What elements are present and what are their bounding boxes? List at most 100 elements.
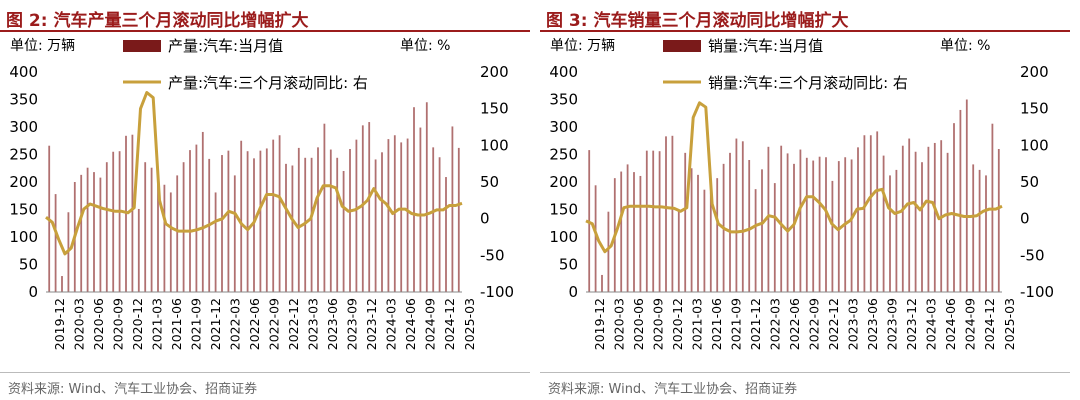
bar bbox=[863, 135, 866, 292]
bar bbox=[137, 208, 140, 292]
bar bbox=[227, 150, 230, 292]
y2-tick-label: -100 bbox=[1020, 283, 1054, 301]
y2-tick-label: 150 bbox=[480, 100, 509, 118]
y2-tick-label: 50 bbox=[1020, 173, 1039, 191]
bar bbox=[914, 151, 917, 292]
bar bbox=[748, 160, 751, 292]
y2-tick-label: 100 bbox=[480, 136, 509, 154]
x-tick-label: 2022-06 bbox=[787, 298, 802, 350]
x-tick-label: 2022-03 bbox=[228, 298, 243, 350]
x-tick-label: 2024-12 bbox=[442, 298, 457, 350]
x-tick-label: 2022-06 bbox=[247, 298, 262, 350]
bar bbox=[978, 169, 981, 292]
y2-tick-label: 50 bbox=[480, 173, 499, 191]
bar bbox=[876, 131, 879, 292]
bar bbox=[425, 102, 428, 292]
bar bbox=[310, 157, 313, 292]
bar bbox=[735, 138, 738, 292]
bar bbox=[189, 150, 191, 292]
bar bbox=[457, 147, 460, 292]
source-note: 资料来源: Wind、汽车工业协会、招商证券 bbox=[548, 382, 798, 397]
x-tick-label: 2024-09 bbox=[423, 298, 438, 350]
bar bbox=[163, 184, 166, 292]
bar bbox=[438, 157, 441, 292]
bar bbox=[780, 145, 783, 292]
bar bbox=[246, 151, 249, 292]
bar bbox=[336, 157, 339, 292]
y2-tick-label: 200 bbox=[480, 63, 509, 81]
bar bbox=[176, 175, 179, 292]
bar bbox=[626, 164, 629, 292]
bar bbox=[432, 147, 435, 292]
bar bbox=[118, 151, 121, 292]
chart-panel-production: 图 2: 汽车产量三个月滚动同比增幅扩大 单位: 万辆 单位: % 产量:汽车:当月… bbox=[0, 11, 530, 397]
bar bbox=[105, 162, 108, 292]
y-tick-label: 150 bbox=[9, 201, 38, 219]
bar bbox=[233, 175, 236, 292]
bar bbox=[265, 148, 268, 292]
bar bbox=[157, 179, 159, 292]
y2-tick-label: -50 bbox=[480, 246, 505, 264]
bar bbox=[697, 174, 699, 292]
x-tick-label: 2021-03 bbox=[690, 298, 705, 350]
bar bbox=[773, 183, 776, 292]
bar bbox=[901, 145, 904, 292]
y-tick-label: 200 bbox=[9, 173, 38, 191]
legend-line-label: 销量:汽车:三个月滚动同比: 右 bbox=[708, 74, 908, 92]
bar bbox=[933, 142, 936, 292]
y-tick-label: 50 bbox=[559, 256, 578, 274]
bar bbox=[451, 126, 454, 292]
bar bbox=[645, 150, 648, 292]
bar bbox=[400, 142, 403, 292]
bar bbox=[355, 139, 358, 292]
bar bbox=[972, 164, 975, 292]
bar bbox=[754, 189, 757, 292]
bar bbox=[767, 146, 770, 292]
x-tick-label: 2019-12 bbox=[592, 298, 607, 350]
x-tick-label: 2021-09 bbox=[729, 298, 744, 350]
bar bbox=[805, 157, 808, 292]
title-bar: 图 3: 汽车销量三个月滚动同比增幅扩大 bbox=[540, 2, 1070, 32]
y-tick-label: 100 bbox=[549, 228, 578, 246]
y2-tick-label: 150 bbox=[1020, 100, 1049, 118]
bar bbox=[889, 175, 891, 292]
x-tick-label: 2025-03 bbox=[1002, 298, 1017, 350]
bar bbox=[908, 138, 911, 292]
bar bbox=[112, 151, 115, 292]
bar bbox=[882, 155, 885, 292]
x-tick-label: 2020-09 bbox=[111, 298, 126, 350]
y-tick-label: 100 bbox=[9, 228, 38, 246]
y-tick-label: 200 bbox=[549, 173, 578, 191]
bar bbox=[297, 147, 300, 292]
x-tick-label: 2022-12 bbox=[826, 298, 841, 350]
bar bbox=[729, 152, 731, 292]
x-tick-label: 2021-12 bbox=[208, 298, 223, 350]
bar bbox=[869, 135, 872, 292]
bar bbox=[221, 155, 223, 292]
right-unit-label: 单位: % bbox=[400, 38, 450, 54]
bar bbox=[368, 122, 371, 292]
bar bbox=[857, 147, 859, 292]
bar bbox=[946, 152, 949, 292]
bar bbox=[959, 109, 962, 292]
x-tick-label: 2020-03 bbox=[72, 298, 87, 350]
bar bbox=[985, 175, 987, 292]
legend-bar-swatch bbox=[123, 40, 161, 52]
x-tick-label: 2020-09 bbox=[651, 298, 666, 350]
y-tick-label: 0 bbox=[28, 283, 38, 301]
x-tick-label: 2020-03 bbox=[612, 298, 627, 350]
bar bbox=[716, 178, 719, 292]
x-tick-label: 2022-03 bbox=[768, 298, 783, 350]
x-tick-label: 2024-06 bbox=[943, 298, 958, 350]
bar bbox=[831, 180, 834, 292]
bar bbox=[818, 156, 821, 292]
bar bbox=[620, 171, 623, 292]
bar bbox=[150, 167, 153, 292]
bar bbox=[413, 107, 415, 292]
bar bbox=[317, 147, 319, 292]
bar bbox=[607, 211, 610, 292]
bar bbox=[671, 135, 674, 292]
divider bbox=[540, 372, 1070, 373]
bar bbox=[182, 162, 185, 292]
bar bbox=[381, 152, 383, 292]
